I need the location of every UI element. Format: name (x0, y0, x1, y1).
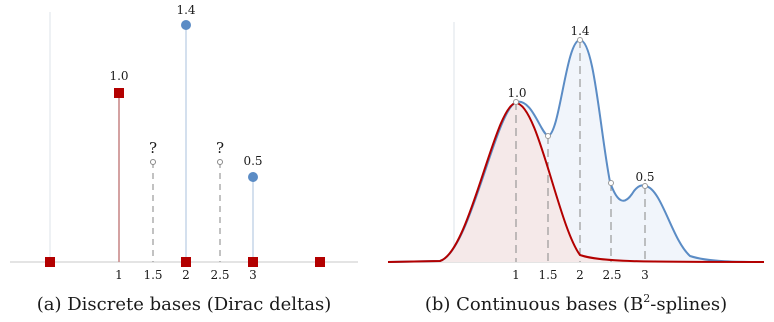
panel-b-caption: (b) Continuous bases (B2-splines) (425, 292, 727, 315)
panel-b-caption-superscript: 2 (643, 292, 650, 305)
spline-sum-area (388, 40, 764, 262)
tick-label-b-3: 3 (641, 268, 649, 282)
tick-label-a-1: 1 (115, 268, 123, 282)
tick-label-b-2-5: 2.5 (602, 268, 621, 282)
tick-label-a-2-5: 2.5 (210, 268, 229, 282)
sample-point-x1-5 (546, 134, 551, 139)
marker-x1-value (114, 88, 124, 98)
tick-label-a-2: 2 (182, 268, 190, 282)
value-label-x2: 1.4 (176, 3, 195, 17)
value-label-x1: 1.0 (109, 69, 128, 83)
tick-label-a-3: 3 (249, 268, 257, 282)
tick-label-a-1-5: 1.5 (143, 268, 162, 282)
basis-square-0 (45, 257, 55, 267)
tick-label-b-2: 2 (576, 268, 584, 282)
sample-point-x3 (643, 184, 648, 189)
panel-b-caption-tail: -splines) (650, 294, 727, 315)
unknown-label-x2-5: ? (216, 139, 224, 157)
tick-label-b-1-5: 1.5 (538, 268, 557, 282)
marker-x1-5-unknown (151, 160, 156, 165)
sample-point-x1 (514, 100, 519, 105)
peak-label-x2: 1.4 (570, 24, 589, 38)
basis-square-2 (181, 257, 191, 267)
panel-a-caption: (a) Discrete bases (Dirac deltas) (37, 294, 331, 315)
panel-b: 1.0 1.4 0.5 1 1.5 2 2.5 3 (b) Continuous… (388, 22, 764, 315)
peak-label-x1: 1.0 (507, 86, 526, 100)
panel-a: 1.0 1.4 0.5 ? ? 1 1.5 2 2.5 3 (a) Discre… (10, 3, 358, 315)
panel-b-caption-main: (b) Continuous bases (B (425, 294, 643, 315)
basis-square-4 (315, 257, 325, 267)
value-label-x3: 0.5 (243, 154, 262, 168)
unknown-label-x1-5: ? (149, 139, 157, 157)
tick-label-b-1: 1 (512, 268, 520, 282)
marker-x2-value (181, 20, 191, 30)
basis-square-3 (248, 257, 258, 267)
sample-point-x2-5 (609, 181, 614, 186)
marker-x3-value (248, 172, 258, 182)
peak-label-x3: 0.5 (635, 170, 654, 184)
marker-x2-5-unknown (218, 160, 223, 165)
sample-point-x2 (578, 38, 583, 43)
